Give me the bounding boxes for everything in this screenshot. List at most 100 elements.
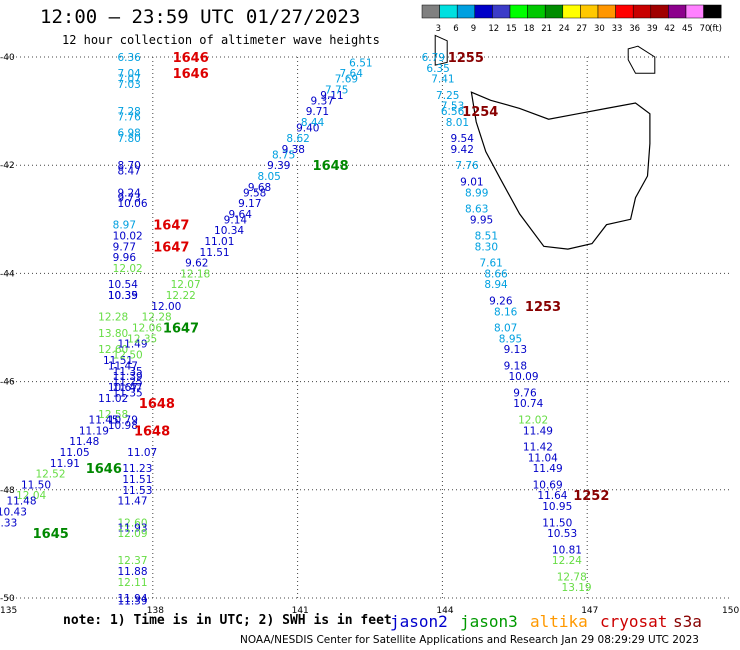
colorbar-swatch [562, 4, 581, 19]
colorbar-tick: 6 [453, 24, 458, 34]
wave-height-label: 11.51 [103, 355, 133, 367]
wave-height-label: 10.35 [108, 290, 138, 302]
wave-height-label: 10.74 [513, 398, 543, 410]
wave-height-label: 9.42 [451, 144, 474, 156]
colorbar-tick: 3 [436, 24, 441, 34]
wave-height-label: 7.80 [117, 133, 140, 145]
wave-height-label: 12.50 [113, 350, 143, 362]
colorbar-swatch [685, 4, 704, 19]
wave-height-label: 7.61 [479, 258, 502, 270]
wave-height-label: 9.62 [185, 258, 208, 270]
wave-height-label: 7.76 [117, 112, 141, 124]
wave-height-label: 9.58 [243, 187, 266, 199]
wave-height-label: 9.68 [248, 182, 271, 194]
colorbar-swatch [597, 4, 616, 19]
wave-height-label: 9.54 [451, 133, 475, 145]
y-tick-label: -44 [0, 269, 15, 279]
wave-height-label: 9.01 [460, 176, 483, 188]
wave-height-label: 8.63 [465, 203, 488, 215]
wave-height-label: 12.04 [16, 490, 46, 502]
wave-height-label: 10.98 [108, 420, 138, 432]
wave-height-label: 10.69 [533, 479, 563, 491]
x-tick-label: 141 [292, 606, 309, 616]
colorbar-swatch [615, 4, 634, 19]
colorbar-swatch [580, 4, 599, 19]
wave-height-label: 6.35 [426, 63, 449, 75]
wave-height-label: 11.05 [60, 447, 90, 459]
wave-height-label: 13.80 [98, 328, 128, 340]
wave-height-label: 11.53 [122, 485, 152, 497]
wave-height-label: 11.91 [50, 458, 80, 470]
wave-height-label: 9.71 [306, 106, 329, 118]
y-tick-label: -40 [0, 53, 15, 63]
coastline [434, 34, 656, 250]
chart-title: 12:00 – 23:59 UTC 01/27/2023 [40, 6, 361, 28]
wave-height-label: 12.07 [171, 279, 201, 291]
wave-height-label: 10.67 [108, 382, 138, 394]
wave-height-label: 11.47 [113, 382, 143, 394]
wave-height-label: 11.25 [113, 377, 143, 389]
wave-height-label: 9.18 [504, 360, 527, 372]
wave-height-label: 7.75 [325, 84, 348, 96]
wave-height-label: 9.13 [504, 344, 527, 356]
x-tick-label: 147 [581, 606, 598, 616]
colorbar-tick: 24 [559, 24, 570, 34]
wave-height-label: 11.49 [533, 463, 563, 475]
pass-time-label: 1647 [153, 240, 189, 255]
wave-height-label: 12.22 [166, 290, 196, 302]
wave-height-label: 7.03 [117, 79, 140, 91]
wave-height-label: 11.04 [528, 452, 558, 464]
wave-height-label: 11.47 [117, 496, 147, 508]
wave-height-label: 12.58 [98, 409, 128, 421]
colorbar-tick: 9 [471, 24, 476, 34]
wave-height-label: 9.24 [117, 187, 141, 199]
wave-height-label: 11.35 [113, 387, 143, 399]
wave-height-label: 10.53 [547, 528, 577, 540]
colorbar-tick: 42 [664, 24, 675, 34]
wave-height-label: 7.53 [441, 101, 464, 113]
wave-height-label: 9.77 [113, 241, 136, 253]
wave-height-label: 12.28 [142, 312, 172, 324]
wave-height-label: 10.81 [552, 544, 582, 556]
wave-height-label: 12.52 [35, 469, 65, 481]
wave-height-label: 8.16 [494, 306, 518, 318]
colorbar-swatch [492, 4, 511, 19]
credit-line: NOAA/NESDIS Center for Satellite Applica… [240, 634, 699, 646]
wave-height-label: 8.44 [301, 117, 325, 129]
wave-height-label: 7.25 [436, 90, 459, 102]
wave-height-label: 7.07 [117, 74, 140, 86]
y-tick-label: -50 [0, 594, 15, 604]
colorbar-tick: 27 [576, 24, 587, 34]
wave-height-label: 8.62 [286, 133, 309, 145]
wave-height-label: 12.06 [132, 323, 162, 335]
colorbar-tick: 39 [647, 24, 658, 34]
wave-height-label: 9.37 [311, 95, 334, 107]
colorbar-swatch [509, 4, 528, 19]
wave-height-label: 10.34 [214, 225, 244, 237]
wave-height-label: 7.41 [431, 74, 454, 86]
wave-height-label: 8.51 [475, 231, 498, 243]
wave-height-label: 11.50 [542, 517, 572, 529]
y-tick-label: -48 [0, 486, 15, 496]
wave-height-label: 7.64 [340, 68, 364, 80]
wave-height-label: 12.28 [98, 312, 128, 324]
wave-height-label: 11.51 [200, 247, 230, 259]
wave-height-label: 8.99 [465, 187, 488, 199]
wave-height-label: 9.96 [113, 252, 137, 264]
legend-cryosat: cryosat [600, 612, 668, 631]
island-outline [627, 45, 656, 74]
wave-height-label: 12.00 [151, 301, 181, 313]
wave-height-label: 11.94 [117, 593, 147, 605]
wave-height-label: 8.94 [484, 279, 508, 291]
wave-height-label: 9.73 [117, 193, 140, 205]
wave-height-label: 8.47 [117, 166, 140, 178]
wave-height-label: 10.39 [108, 290, 138, 302]
x-axis-ticks: 135 138 141 144 147 150 [0, 606, 739, 616]
wave-height-label: 10.43 [0, 506, 27, 518]
colorbar-tick: 15 [506, 24, 517, 34]
wave-height-label: 11.23 [122, 463, 152, 475]
wave-height-label: 12.37 [117, 555, 147, 567]
wave-height-label: 9.40 [296, 122, 319, 134]
wave-height-label: 11.88 [117, 566, 147, 578]
